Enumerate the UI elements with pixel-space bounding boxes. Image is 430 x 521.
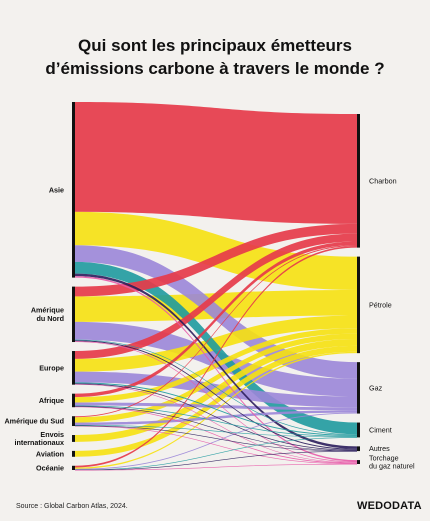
source-label-asie: Asie bbox=[49, 185, 64, 194]
chart-title-line2: d’émissions carbone à travers le monde ? bbox=[45, 59, 385, 78]
link-amerique-du-sud-to-petrole bbox=[75, 333, 357, 423]
logo-part1: WEDO bbox=[357, 500, 393, 512]
source-node-aviation bbox=[72, 450, 75, 457]
sankey-labels: Asie Amérique du Nord Europe Afrique Amérique… bbox=[4, 176, 414, 472]
link-europe-to-torchage-du-gaz-naturel bbox=[75, 384, 357, 463]
link-amerique-du-nord-to-ciment bbox=[75, 339, 357, 436]
link-afrique-to-gaz bbox=[75, 402, 357, 411]
chart-title: Qui sont les principaux émetteurs d’émis… bbox=[0, 34, 430, 80]
source-label-amerique-du-nord: Amérique du Nord bbox=[31, 306, 64, 323]
target-node-ciment bbox=[357, 422, 360, 438]
link-oceanie-to-torchage-du-gaz-naturel bbox=[75, 463, 357, 471]
link-oceanie-to-petrole bbox=[75, 351, 357, 469]
target-label-gaz: Gaz bbox=[369, 383, 383, 392]
source-node-oceanie bbox=[72, 465, 75, 470]
target-node-torchage-du-gaz-naturel bbox=[357, 460, 360, 464]
source-label-oceanie: Océanie bbox=[36, 463, 64, 472]
link-amerique-du-nord-to-charbon bbox=[75, 223, 357, 297]
source-label-europe: Europe bbox=[39, 363, 64, 372]
link-oceanie-to-charbon bbox=[75, 245, 357, 468]
link-asie-to-gaz bbox=[75, 245, 357, 379]
link-amerique-du-nord-to-autres bbox=[75, 340, 357, 450]
source-node-amerique-du-sud bbox=[72, 416, 75, 427]
sankey-links bbox=[75, 102, 357, 471]
source-node-envois-internationaux bbox=[72, 435, 75, 442]
source-node-amerique-du-nord bbox=[72, 286, 75, 343]
chart-title-line1: Qui sont les principaux émetteurs bbox=[78, 36, 352, 55]
link-amerique-du-sud-to-gaz bbox=[75, 410, 357, 426]
source-node-asie bbox=[72, 102, 75, 278]
link-europe-to-charbon bbox=[75, 233, 357, 359]
source-label-aviation: Aviation bbox=[36, 449, 64, 458]
logo-part2: DATA bbox=[392, 500, 422, 512]
source-node-europe bbox=[72, 351, 75, 385]
target-node-charbon bbox=[357, 114, 360, 248]
target-node-autres bbox=[357, 446, 360, 452]
source-label-amerique-du-sud: Amérique du Sud bbox=[4, 417, 64, 426]
link-asie-to-autres bbox=[75, 273, 357, 449]
link-oceanie-to-autres bbox=[75, 450, 357, 471]
link-oceanie-to-ciment bbox=[75, 437, 357, 471]
target-node-petrole bbox=[357, 256, 360, 354]
link-amerique-du-sud-to-torchage-du-gaz-naturel bbox=[75, 425, 357, 465]
target-label-autres: Autres bbox=[369, 444, 390, 453]
link-afrique-to-torchage-du-gaz-naturel bbox=[75, 406, 357, 464]
link-asie-to-ciment bbox=[75, 261, 357, 435]
link-envois-internationaux-to-petrole bbox=[75, 339, 357, 442]
sankey-nodes bbox=[72, 102, 360, 470]
link-afrique-to-petrole bbox=[75, 328, 357, 403]
link-oceanie-to-gaz bbox=[75, 412, 357, 470]
source-label-envois-internationaux: Envois internationaux bbox=[14, 430, 64, 447]
source-label-afrique: Afrique bbox=[39, 396, 64, 405]
link-amerique-du-nord-to-torchage-du-gaz-naturel bbox=[75, 341, 357, 463]
link-europe-to-autres bbox=[75, 383, 357, 451]
target-label-petrole: Pétrole bbox=[369, 300, 392, 309]
source-node-afrique bbox=[72, 393, 75, 408]
link-europe-to-ciment bbox=[75, 382, 357, 436]
link-amerique-du-sud-to-ciment bbox=[75, 425, 357, 438]
wedodata-logo: WEDODATA bbox=[357, 500, 422, 512]
link-amerique-du-sud-to-autres bbox=[75, 425, 357, 452]
link-afrique-to-autres bbox=[75, 406, 357, 452]
link-aviation-to-petrole bbox=[75, 345, 357, 457]
link-asie-to-charbon bbox=[75, 102, 357, 224]
link-asie-to-torchage-du-gaz-naturel bbox=[75, 276, 357, 462]
source-note: Source : Global Carbon Atlas, 2024. bbox=[16, 503, 128, 510]
target-label-torchage-du-gaz-naturel: Torchage du gaz naturel bbox=[369, 453, 415, 470]
link-afrique-to-ciment bbox=[75, 405, 357, 437]
target-node-gaz bbox=[357, 362, 360, 414]
target-label-charbon: Charbon bbox=[369, 176, 397, 185]
target-label-ciment: Ciment bbox=[369, 425, 392, 434]
link-amerique-du-sud-to-charbon bbox=[75, 244, 357, 418]
link-afrique-to-charbon bbox=[75, 241, 357, 398]
